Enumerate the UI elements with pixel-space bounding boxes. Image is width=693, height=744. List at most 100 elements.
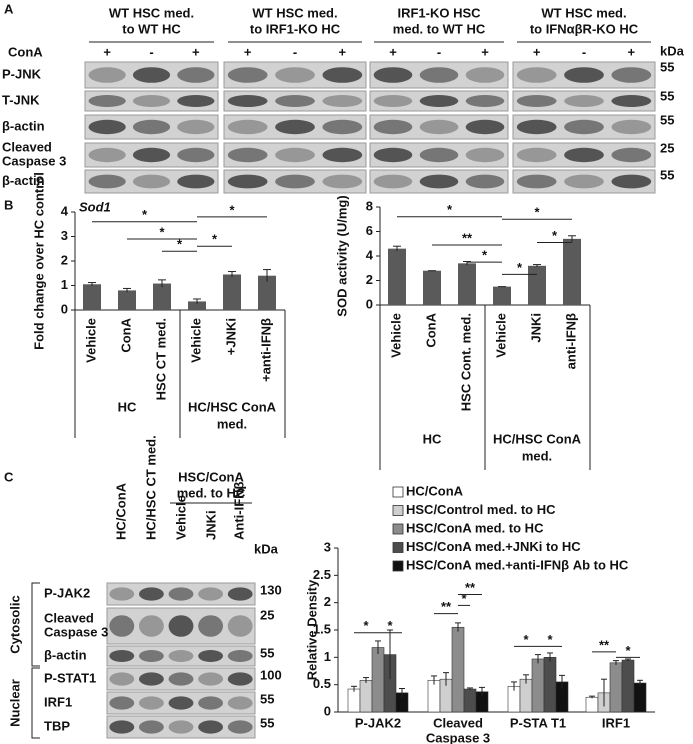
significance-label: * (447, 202, 453, 217)
section-label: Cytosolic (7, 595, 22, 654)
band (227, 615, 253, 637)
band (138, 720, 164, 734)
panel-label: C (4, 469, 14, 484)
treatment-sign: - (437, 44, 441, 59)
band (132, 119, 171, 135)
row-label: β-actin (2, 173, 45, 188)
band (419, 67, 459, 83)
bar (258, 275, 276, 310)
band (516, 147, 557, 163)
y-tick-label: 2 (366, 272, 373, 287)
x-tick-label: Vehicle (388, 313, 403, 358)
bar (423, 270, 441, 305)
y-tick-label: 8 (366, 198, 373, 213)
band (275, 119, 315, 135)
band (109, 672, 135, 686)
bar (528, 265, 546, 305)
group-label: HC/HSC ConA (188, 399, 277, 414)
kda-value: 100 (260, 667, 282, 682)
significance-label: ** (462, 230, 473, 245)
significance-label: * (229, 202, 235, 217)
band (168, 587, 194, 601)
band (177, 174, 215, 189)
section-bracket (31, 582, 40, 667)
significance-label: * (177, 237, 183, 252)
y-tick-label: 2 (324, 594, 331, 609)
band (419, 119, 459, 135)
section-bracket (31, 667, 40, 739)
kda-value: 55 (660, 59, 674, 74)
band (227, 119, 268, 135)
band (198, 672, 224, 686)
legend-swatch (392, 560, 404, 572)
significance-label: * (461, 591, 467, 606)
treatment-sign: + (192, 44, 200, 59)
significance-label: ** (599, 637, 610, 652)
x-tick-label: Caspase 3 (426, 730, 490, 744)
group-label: med. (217, 416, 247, 431)
lane-group-label: HSC/ConA (178, 469, 244, 484)
blot (84, 90, 219, 112)
kda-value: 55 (260, 715, 274, 730)
band (109, 587, 135, 601)
bar (347, 688, 361, 713)
band (109, 615, 135, 637)
band (109, 650, 135, 662)
band (516, 174, 557, 189)
treatment-sign: + (389, 44, 397, 59)
band (177, 95, 215, 107)
band (88, 95, 126, 107)
y-axis-label: SOD activity (U/mg) (334, 195, 349, 316)
band (516, 67, 557, 83)
band (168, 650, 194, 662)
band (177, 147, 215, 163)
significance-label: * (482, 248, 488, 263)
x-tick-label: P-JAK2 (355, 715, 401, 730)
x-tick-label: Vehicle (83, 318, 98, 363)
y-tick-label: 0 (366, 296, 373, 311)
band (227, 696, 253, 710)
band (611, 67, 652, 83)
bar (188, 301, 206, 310)
treatment-sign: - (149, 44, 153, 59)
row-label: P-STAT1 (44, 670, 96, 685)
row-label: Cleaved (44, 610, 94, 625)
blot (512, 169, 656, 194)
x-tick-label: Vehicle (188, 318, 203, 363)
significance-label: * (534, 205, 540, 220)
band (611, 119, 652, 135)
band (227, 174, 268, 189)
band (198, 696, 224, 710)
y-tick-label: 1 (324, 649, 331, 664)
row-label: TBP (44, 718, 70, 733)
legend-swatch (392, 505, 404, 516)
band (132, 174, 171, 189)
bar (451, 626, 465, 713)
row-label: P-JNK (2, 66, 42, 81)
panel-label: B (4, 197, 13, 212)
row-label: T-JNK (2, 92, 40, 107)
significance-label: * (387, 618, 393, 633)
y-tick-label: 2.5 (313, 567, 331, 582)
y-tick-label: 1 (61, 277, 68, 292)
treatment-sign: + (339, 44, 347, 59)
kda-value: 25 (260, 607, 274, 622)
band (132, 67, 171, 83)
band (322, 95, 363, 107)
band (275, 147, 315, 163)
bar (609, 662, 623, 713)
legend-label: HC/ConA (406, 483, 464, 498)
y-tick-label: 0 (61, 301, 68, 316)
band (564, 147, 604, 163)
band (168, 696, 194, 710)
y-axis-label: Relative Density (304, 579, 319, 680)
group-header: IRF1-KO HSC (397, 5, 481, 20)
bar (371, 647, 385, 713)
band (373, 147, 413, 163)
band (88, 174, 126, 189)
bar (543, 657, 557, 713)
band (322, 174, 363, 189)
x-tick-label: HSC CT med. (153, 318, 168, 400)
kda-label: kDa (254, 541, 279, 556)
band (168, 615, 194, 637)
